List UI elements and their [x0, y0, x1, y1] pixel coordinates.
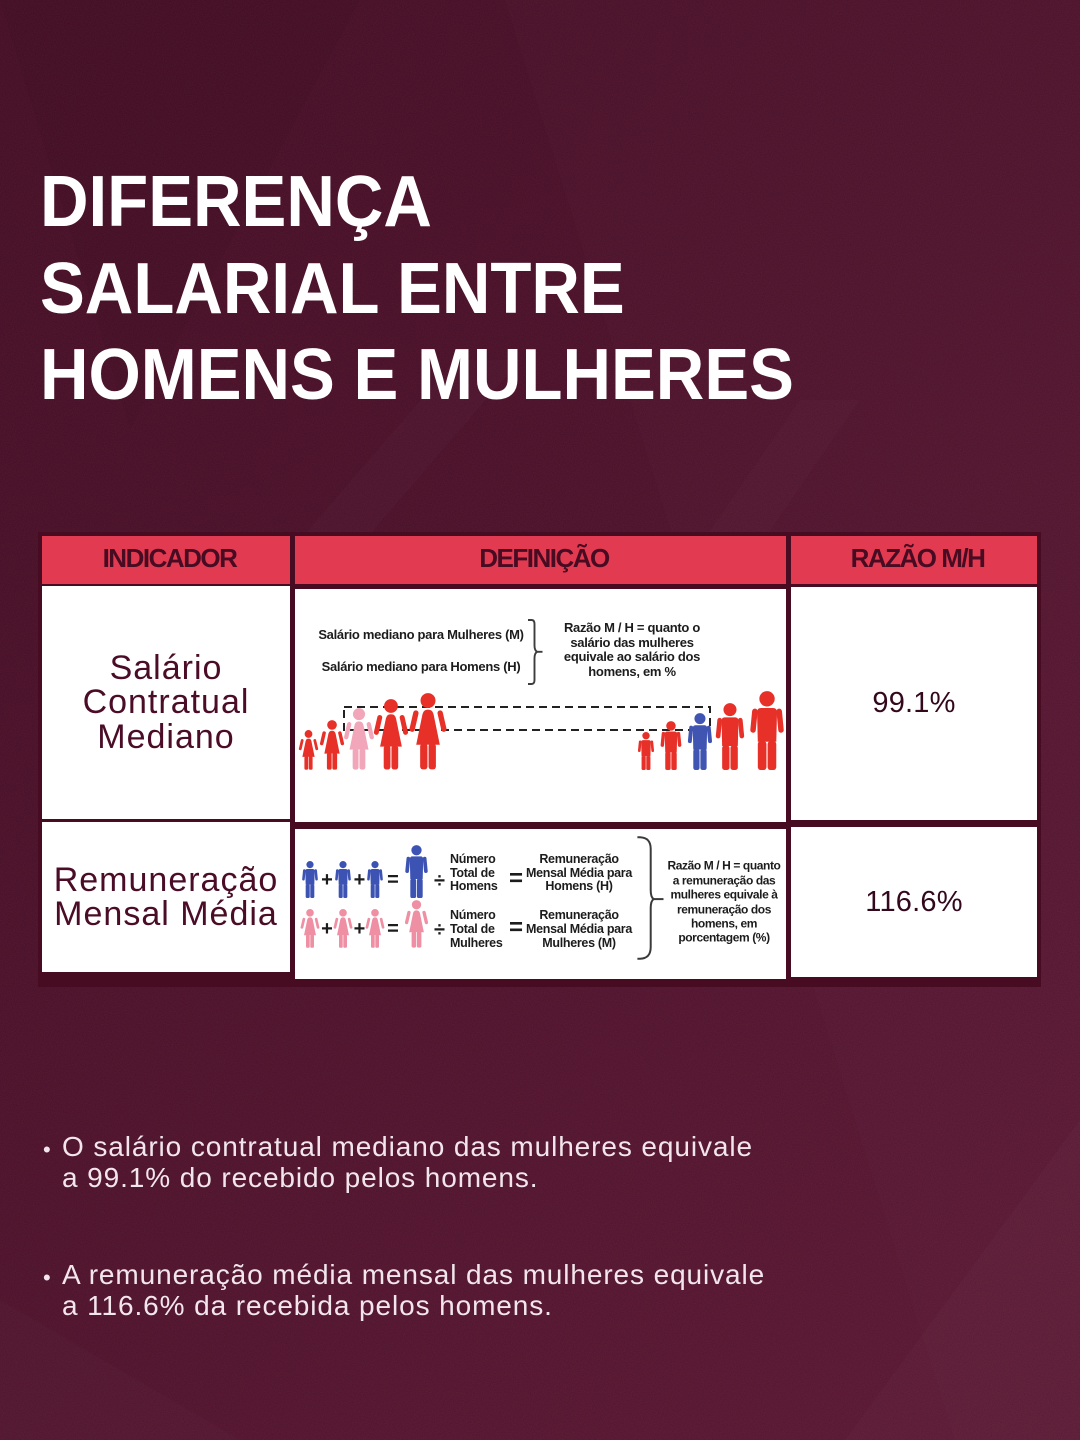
svg-text:Salário mediano para Homens (H: Salário mediano para Homens (H) [322, 659, 521, 674]
svg-text:Número: Número [450, 908, 496, 922]
svg-text:Total de: Total de [450, 922, 495, 936]
svg-text:Razão M / H = quanto: Razão M / H = quanto [667, 859, 780, 873]
svg-text:Mulheres: Mulheres [450, 936, 503, 950]
svg-text:÷: ÷ [434, 870, 445, 892]
svg-text:porcentagem (%): porcentagem (%) [678, 931, 770, 945]
svg-text:=: = [509, 914, 523, 941]
svg-text:Remuneração: Remuneração [539, 852, 619, 866]
svg-text:Mulheres (M): Mulheres (M) [542, 936, 616, 950]
svg-text:salário das mulheres: salário das mulheres [570, 635, 693, 650]
svg-text:+: + [354, 918, 366, 940]
svg-text:Razão M / H = quanto o: Razão M / H = quanto o [564, 620, 700, 635]
svg-text:mulheres equivale à: mulheres equivale à [670, 888, 778, 902]
svg-text:Remuneração: Remuneração [539, 908, 619, 922]
svg-text:Salário mediano para Mulheres: Salário mediano para Mulheres (M) [318, 627, 523, 642]
svg-text:a remuneração das: a remuneração das [673, 874, 776, 888]
svg-text:equivale ao salário dos: equivale ao salário dos [564, 649, 700, 664]
svg-text:homens, em: homens, em [691, 917, 757, 931]
svg-text:=: = [387, 918, 399, 940]
svg-text:Homens (H): Homens (H) [545, 879, 612, 893]
svg-text:=: = [387, 869, 399, 891]
svg-text:+: + [321, 869, 333, 891]
svg-text:Homens: Homens [450, 879, 498, 893]
svg-text:+: + [321, 918, 333, 940]
svg-text:homens, em %: homens, em % [588, 664, 676, 679]
svg-text:+: + [354, 869, 366, 891]
svg-text:=: = [509, 865, 523, 892]
svg-text:remuneração dos: remuneração dos [677, 903, 772, 917]
svg-text:Mensal Média para: Mensal Média para [526, 922, 633, 936]
svg-text:Total de: Total de [450, 866, 495, 880]
svg-text:÷: ÷ [434, 919, 445, 941]
svg-text:Número: Número [450, 852, 496, 866]
svg-text:Mensal Média para: Mensal Média para [526, 866, 633, 880]
